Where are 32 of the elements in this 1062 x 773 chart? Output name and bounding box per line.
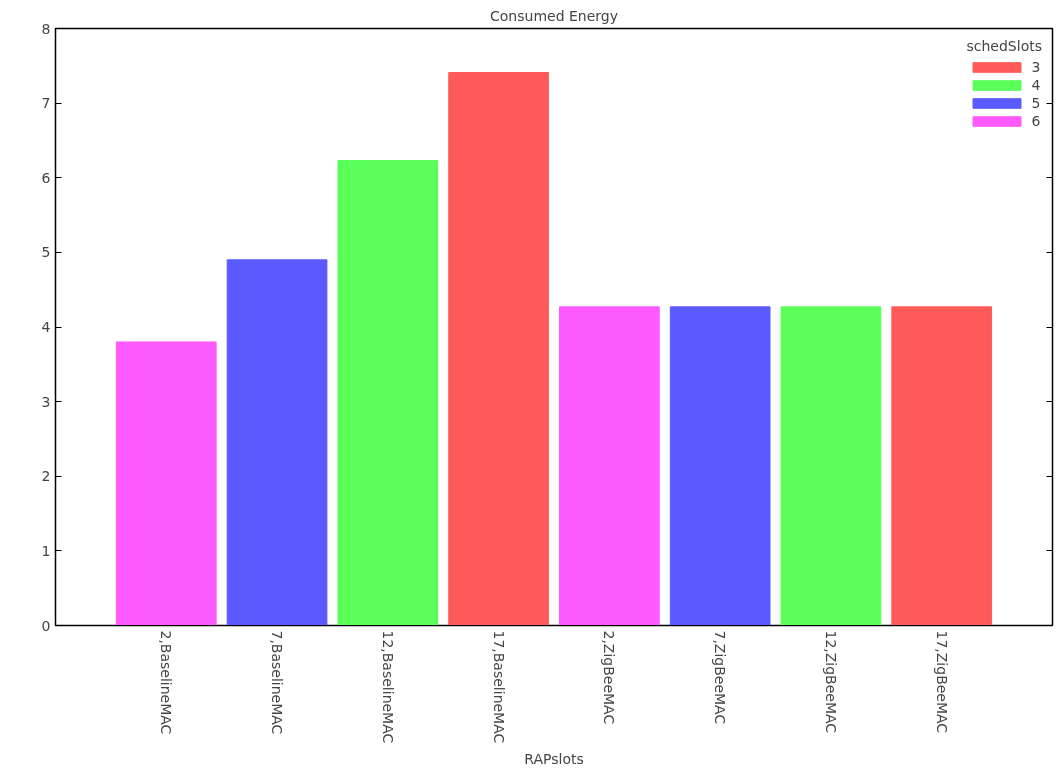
y-tick-label: 2 [41,468,51,485]
bar [559,306,660,626]
bar [780,306,882,626]
legend-title: schedSlots [966,38,1042,54]
legend-label: 4 [1031,77,1042,93]
bar [669,306,771,626]
y-tick-label: 0 [41,617,51,634]
x-tick-label: 2,ZigBeeMAC [601,630,618,725]
y-tick-label: 3 [41,393,51,410]
x-tick-label: 17,BaselineMAC [490,630,507,744]
bar [891,306,993,626]
x-tick-label: 7,ZigBeeMAC [712,630,729,725]
y-tick-label: 1 [41,542,51,559]
x-tick-label: 7,BaselineMAC [269,630,286,735]
legend-label: 3 [1031,59,1042,75]
x-tick-label: 12,BaselineMAC [379,630,396,744]
x-tick-label: 17,ZigBeeMAC [933,630,950,734]
x-tick-label: 2,BaselineMAC [158,630,175,735]
legend-label: 6 [1031,113,1042,129]
y-tick-label: 5 [41,244,51,261]
y-tick-label: 7 [41,95,51,112]
bar [337,160,439,626]
y-tick-label: 8 [41,20,51,37]
y-tick-label: 4 [41,319,51,335]
x-axis-title: RAPslots [524,751,584,768]
legend-label: 5 [1031,95,1042,111]
bar [226,259,328,626]
chart-title: Consumed Energy [490,7,618,24]
x-tick-label: 12,ZigBeeMAC [822,630,839,734]
bar [448,72,549,626]
y-tick-label: 6 [41,169,51,186]
bar [115,341,217,626]
